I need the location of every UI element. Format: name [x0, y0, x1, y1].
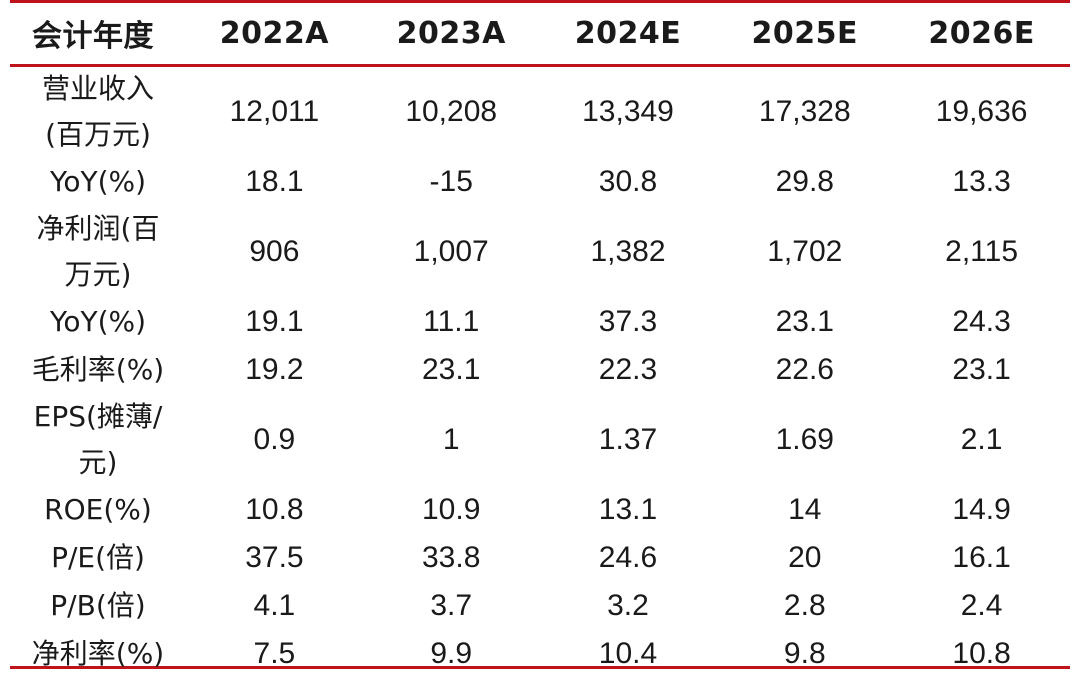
table-cell: 3.7 — [430, 589, 473, 622]
table-cell: 1 — [442, 423, 460, 456]
top-rule — [10, 0, 1070, 3]
table-cell: 10.9 — [422, 493, 481, 526]
table-cell: 22.3 — [598, 353, 658, 386]
row-label-line: EPS(摊薄/ — [33, 400, 163, 433]
header-fiscal-year: 会计年度 — [32, 19, 154, 54]
table-cell: 22.6 — [775, 353, 834, 386]
table-cell: 7.5 — [253, 637, 296, 670]
table-cell: 24.6 — [598, 541, 658, 574]
table-cell: 2,115 — [945, 235, 1019, 268]
row-label-line: 净利润(百 — [36, 212, 160, 245]
table-cell: 37.5 — [245, 541, 304, 574]
table-cell: 9.9 — [430, 637, 473, 670]
table-cell: 1,007 — [413, 235, 489, 268]
header-row: 会计年度 2022A 2023A 2024E 2025E 2026E — [10, 0, 1070, 66]
table-cell: 13.3 — [952, 165, 1011, 198]
row-label-line: (百万元) — [45, 118, 151, 151]
table-row: P/B(倍) 4.1 3.7 3.2 2.8 2.4 — [10, 582, 1070, 630]
table-cell: 19.2 — [245, 353, 304, 386]
table-row: ROE(%) 10.8 10.9 13.1 14 14.9 — [10, 486, 1070, 534]
table-row: 净利润(百万元) 906 1,007 1,382 1,702 2,115 — [10, 206, 1070, 298]
row-label-line: 万元) — [64, 258, 132, 291]
table-row: 营业收入 (百万元) 12,011 10,208 13,349 17,328 19,636 — [10, 66, 1070, 158]
table-row: 毛利率(%) 19.2 23.1 22.3 22.6 23.1 — [10, 346, 1070, 394]
table-cell: 9.8 — [783, 637, 826, 670]
table-cell: 19.1 — [245, 305, 304, 338]
financial-forecast-table-container: 会计年度 2022A 2023A 2024E 2025E 2026E 营业收入 (… — [10, 0, 1070, 681]
header-year-2025e: 2025E — [751, 15, 859, 51]
row-label-line: P/B(倍) — [50, 589, 146, 622]
row-label-line: 营业收入 — [41, 72, 154, 105]
header-year-2024e: 2024E — [574, 15, 682, 51]
row-label: 净利润(百万元) — [10, 206, 186, 298]
table-cell: 906 — [249, 235, 300, 268]
table-row: YoY(%) 19.1 11.1 37.3 23.1 24.3 — [10, 298, 1070, 346]
table-cell: 4.1 — [253, 589, 296, 622]
row-label: EPS(摊薄/元) — [10, 394, 186, 486]
table-row: YoY(%) 18.1 -15 30.8 29.8 13.3 — [10, 158, 1070, 206]
row-label: 毛利率(%) — [10, 346, 186, 394]
table-cell: 13,349 — [582, 95, 674, 128]
table-cell: 14.9 — [952, 493, 1011, 526]
row-label: P/E(倍) — [10, 534, 186, 582]
table-cell: 10.8 — [952, 637, 1011, 670]
table-cell: 19,636 — [935, 95, 1028, 128]
table-cell: 1.69 — [775, 423, 834, 456]
table-cell: 2.1 — [960, 423, 1003, 456]
table-cell: 2.4 — [960, 589, 1003, 622]
table-cell: 12,011 — [229, 95, 320, 128]
table-cell: 0.9 — [253, 423, 296, 456]
table-cell: -15 — [429, 165, 473, 198]
row-label: 净利率(%) — [10, 630, 186, 678]
table-cell: 10.4 — [598, 637, 658, 670]
table-cell: 24.3 — [952, 305, 1011, 338]
table-cell: 23.1 — [422, 353, 481, 386]
table-cell: 3.2 — [607, 589, 649, 622]
table-cell: 20 — [788, 541, 822, 574]
row-label-line: 净利率(%) — [31, 637, 165, 670]
row-label: ROE(%) — [10, 486, 186, 534]
table-row: 净利率(%) 7.5 9.9 10.4 9.8 10.8 — [10, 630, 1070, 678]
table-cell: 37.3 — [598, 305, 658, 338]
row-label-line: YoY(%) — [49, 305, 147, 338]
table-cell: 1,702 — [767, 235, 843, 268]
row-label-line: 元) — [78, 446, 118, 479]
header-year-2026e: 2026E — [928, 15, 1035, 51]
table-cell: 2.8 — [783, 589, 826, 622]
table-cell: 14 — [788, 493, 822, 526]
financial-forecast-table: 会计年度 2022A 2023A 2024E 2025E 2026E 营业收入 (… — [10, 0, 1070, 678]
table-cell: 33.8 — [422, 541, 481, 574]
row-label: YoY(%) — [10, 298, 186, 346]
bottom-rule — [10, 666, 1070, 669]
table-row: P/E(倍) 37.5 33.8 24.6 20 16.1 — [10, 534, 1070, 582]
row-label: 营业收入 (百万元) — [10, 66, 186, 158]
row-label: YoY(%) — [10, 158, 186, 206]
table-body: 营业收入 (百万元) 12,011 10,208 13,349 17,328 19,636 Y… — [10, 66, 1070, 678]
table-cell: 11.1 — [423, 305, 480, 338]
table-row: EPS(摊薄/元) 0.9 1 1.37 1.69 2.1 — [10, 394, 1070, 486]
table-cell: 29.8 — [775, 165, 834, 198]
table-cell: 1,382 — [590, 235, 666, 268]
header-year-2023a: 2023A — [396, 15, 506, 51]
row-label: P/B(倍) — [10, 582, 186, 630]
table-cell: 10,208 — [405, 95, 498, 128]
table-cell: 1.37 — [598, 423, 658, 456]
table-cell: 17,328 — [758, 95, 851, 128]
header-year-2022a: 2022A — [219, 15, 329, 51]
row-label-line: P/E(倍) — [51, 541, 145, 574]
table-cell: 13.1 — [598, 493, 658, 526]
table-cell: 10.8 — [245, 493, 304, 526]
row-label-line: 毛利率(%) — [31, 353, 165, 386]
table-cell: 23.1 — [775, 305, 834, 338]
table-cell: 30.8 — [598, 165, 658, 198]
row-label-line: YoY(%) — [49, 165, 147, 198]
header-rule — [10, 64, 1070, 67]
table-cell: 23.1 — [952, 353, 1011, 386]
row-label-line: ROE(%) — [44, 493, 152, 526]
table-cell: 16.1 — [952, 541, 1011, 574]
table-cell: 18.1 — [245, 165, 304, 198]
